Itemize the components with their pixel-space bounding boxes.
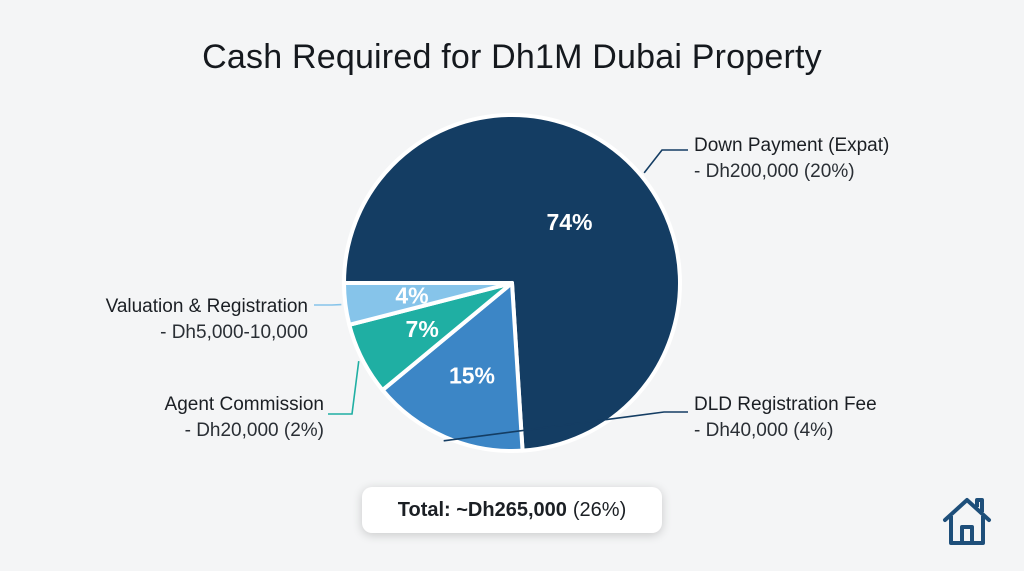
legend-agent-commission-sub: - Dh20,000 (2%) (184, 420, 324, 441)
legend-down-payment: Down Payment (Expat) - Dh200,000 (20%) (694, 133, 889, 185)
legend-valuation-sub: - Dh5,000-10,000 (160, 322, 308, 343)
slice-label-down_payment: 74% (546, 209, 592, 235)
legend-agent-commission-name: Agent Commission (164, 394, 324, 415)
legend-dld-fee-sub: - Dh40,000 (4%) (694, 420, 834, 441)
legend-dld-fee-name: DLD Registration Fee (694, 394, 877, 415)
total-percent: (26%) (572, 498, 627, 521)
leader-line-agent_commission (328, 360, 360, 415)
legend-valuation-name: Valuation & Registration (105, 296, 308, 317)
slice-label-agent_commission: 7% (406, 316, 439, 342)
slice-label-dld_fee: 15% (449, 363, 495, 389)
total-amount: Total: ~Dh265,000 (397, 498, 567, 521)
legend-down-payment-sub: - Dh200,000 (20%) (694, 161, 855, 182)
leader-line-dld_fee (443, 411, 688, 442)
slice-label-valuation: 4% (395, 283, 428, 309)
pie-slice-dld_fee (380, 281, 525, 453)
home-icon (943, 498, 991, 545)
pie-slice-valuation (342, 281, 514, 327)
chart-title: Cash Required for Dh1M Dubai Property (202, 38, 822, 76)
legend-valuation: Valuation & Registration - Dh5,000-10,00… (106, 294, 308, 346)
leader-line-down_payment (643, 149, 688, 174)
legend-dld-fee: DLD Registration Fee - Dh40,000 (4%) (694, 392, 877, 444)
legend-agent-commission: Agent Commission - Dh20,000 (2%) (165, 392, 324, 444)
total-callout: Total: ~Dh265,000 (26%) (362, 487, 662, 533)
legend-down-payment-name: Down Payment (Expat) (694, 135, 890, 156)
